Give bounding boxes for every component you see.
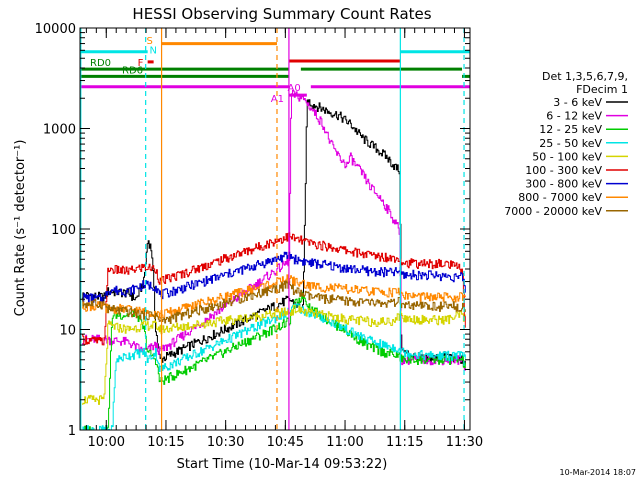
x-tick-label-6: 11:15 — [386, 435, 423, 450]
series-line-6 — [82, 232, 466, 346]
legend-header-1: Det 1,3,5,6,7,9, — [542, 70, 628, 83]
y-tick-label-5: 10000 — [35, 22, 76, 37]
flag-label-5: A0 — [288, 83, 301, 94]
timestamp: 10-Mar-2014 18:07 — [560, 468, 637, 477]
y-tick-label-3: 100 — [51, 223, 76, 238]
y-tick-label-1: 1 — [68, 424, 76, 439]
flag-label-2: N — [149, 46, 156, 57]
series-line-3 — [82, 291, 466, 430]
flag-label-4: A1 — [271, 94, 284, 105]
x-axis-label: Start Time (10-Mar-14 09:53:22) — [177, 457, 388, 472]
legend-entry-label-3: 12 - 25 keV — [539, 123, 602, 136]
series-line-4 — [82, 303, 466, 430]
series-group — [82, 89, 466, 430]
y-tick-label-2: 10 — [59, 324, 76, 339]
legend-entry-label-1: 3 - 6 keV — [553, 96, 602, 109]
x-tick-label-3: 10:30 — [207, 435, 244, 450]
legend-entry-label-5: 50 - 100 keV — [532, 150, 602, 163]
series-line-2 — [82, 89, 466, 371]
legend-entry-label-2: 6 - 12 keV — [546, 110, 602, 123]
flag-bar-label-6: RD6 — [122, 65, 143, 76]
series-line-5 — [82, 304, 466, 405]
legend-header-2: FDecim 1 — [576, 83, 628, 96]
flag-label-1: S — [146, 36, 152, 47]
flag-bar-label-5: RD0 — [90, 58, 111, 69]
legend-entry-label-9: 7000 - 20000 keV — [504, 205, 602, 218]
x-tick-label-5: 11:00 — [326, 435, 363, 450]
x-tick-label-7: 11:30 — [446, 435, 483, 450]
legend-entry-label-4: 25 - 50 keV — [539, 137, 602, 150]
x-tick-label-4: 10:45 — [267, 435, 304, 450]
y-axis-label: Count Rate (s⁻¹ detector⁻¹) — [13, 140, 28, 317]
x-tick-label-2: 10:15 — [147, 435, 184, 450]
attenuator-lines-group — [80, 28, 465, 430]
chart-title: HESSI Observing Summary Count Rates — [132, 5, 431, 23]
plot-frame — [79, 27, 471, 431]
flag-label-3: F — [138, 58, 144, 69]
legend-entry-label-8: 800 - 7000 keV — [518, 191, 602, 204]
y-tick-label-4: 1000 — [43, 123, 76, 138]
legend-entry-label-7: 300 - 800 keV — [525, 178, 602, 191]
axes-group: 10:00 10:15 10:30 10:45 11:00 11:15 11:30 1 10 10… — [35, 22, 484, 450]
legend-entry-label-6: 100 - 300 keV — [525, 164, 602, 177]
x-tick-label-1: 10:00 — [88, 435, 125, 450]
flag-bars-group: RD0 RD6 SNF A1 A0 — [80, 36, 470, 105]
